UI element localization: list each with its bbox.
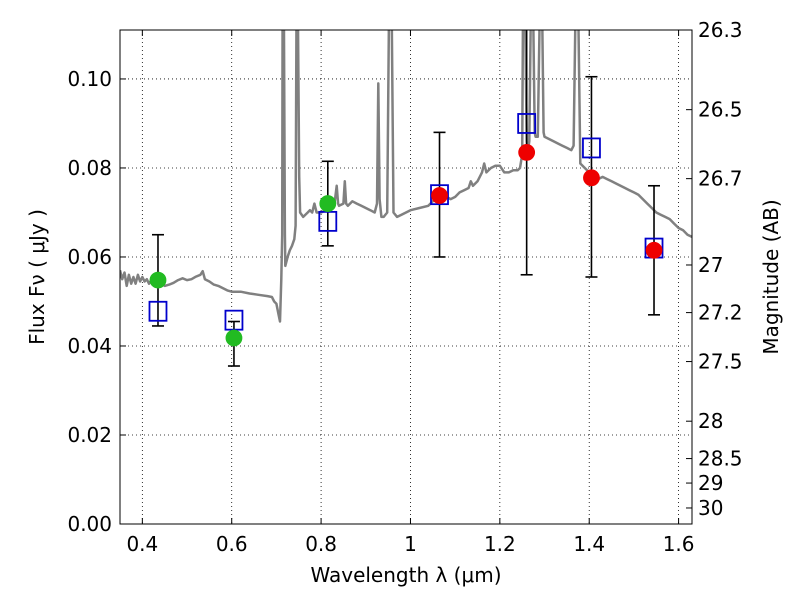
axis-ticks: 0.4 0.6 0.8 1 1.2 1.4 1.6 0.00 0.02 0.04 0.06 0.08 0… bbox=[67, 18, 742, 556]
y-axis-title: Flux Fν ( μJy ) bbox=[25, 209, 49, 345]
x-tick-label: 0.8 bbox=[305, 532, 337, 556]
y2-tick-label: 28 bbox=[698, 409, 723, 433]
y2-tick-label: 30 bbox=[698, 496, 723, 520]
y2-tick-label: 27.2 bbox=[698, 301, 743, 325]
y2-tick-label: 27.5 bbox=[698, 350, 743, 374]
plot-background bbox=[120, 30, 692, 524]
y-tick-label: 0.02 bbox=[67, 423, 112, 447]
photometry-point bbox=[149, 271, 167, 289]
grid bbox=[120, 30, 692, 524]
photometry-point bbox=[431, 187, 448, 204]
y-tick-label: 0.04 bbox=[67, 334, 112, 358]
y-tick-label: 0.00 bbox=[67, 512, 112, 536]
spectrum-line bbox=[120, 30, 692, 323]
y-tick-label: 0.10 bbox=[67, 67, 112, 91]
model-square-point bbox=[582, 137, 601, 159]
y2-tick-label: 26.3 bbox=[698, 18, 743, 42]
plot-marks bbox=[120, 30, 692, 367]
y2-tick-label: 26.5 bbox=[698, 98, 743, 122]
photometry-point bbox=[645, 241, 663, 259]
photometry-point bbox=[583, 169, 600, 187]
y2-tick-label: 26.7 bbox=[698, 167, 743, 191]
plot-frame bbox=[119, 29, 693, 525]
x-axis-title: Wavelength λ (μm) bbox=[310, 563, 501, 587]
x-tick-label: 1.6 bbox=[663, 532, 695, 556]
y2-axis-title: Magnitude (AB) bbox=[759, 199, 783, 354]
photometry-point bbox=[225, 329, 243, 347]
model-square-point bbox=[430, 184, 449, 206]
x-tick-label: 1 bbox=[404, 532, 417, 556]
y2-tick-label: 28.5 bbox=[698, 447, 743, 471]
y2-tick-label: 29 bbox=[698, 471, 723, 495]
model-square-point bbox=[517, 113, 537, 134]
x-tick-label: 1.4 bbox=[573, 532, 605, 556]
x-tick-label: 1.2 bbox=[484, 532, 516, 556]
photometry-point bbox=[518, 143, 536, 161]
model-square-point bbox=[148, 300, 168, 322]
x-tick-label: 0.4 bbox=[126, 532, 158, 556]
photometry-point bbox=[319, 195, 337, 212]
y-tick-label: 0.06 bbox=[67, 245, 112, 269]
y2-tick-label: 27 bbox=[698, 253, 723, 277]
x-tick-label: 0.6 bbox=[216, 532, 248, 556]
y-tick-label: 0.08 bbox=[67, 156, 112, 180]
